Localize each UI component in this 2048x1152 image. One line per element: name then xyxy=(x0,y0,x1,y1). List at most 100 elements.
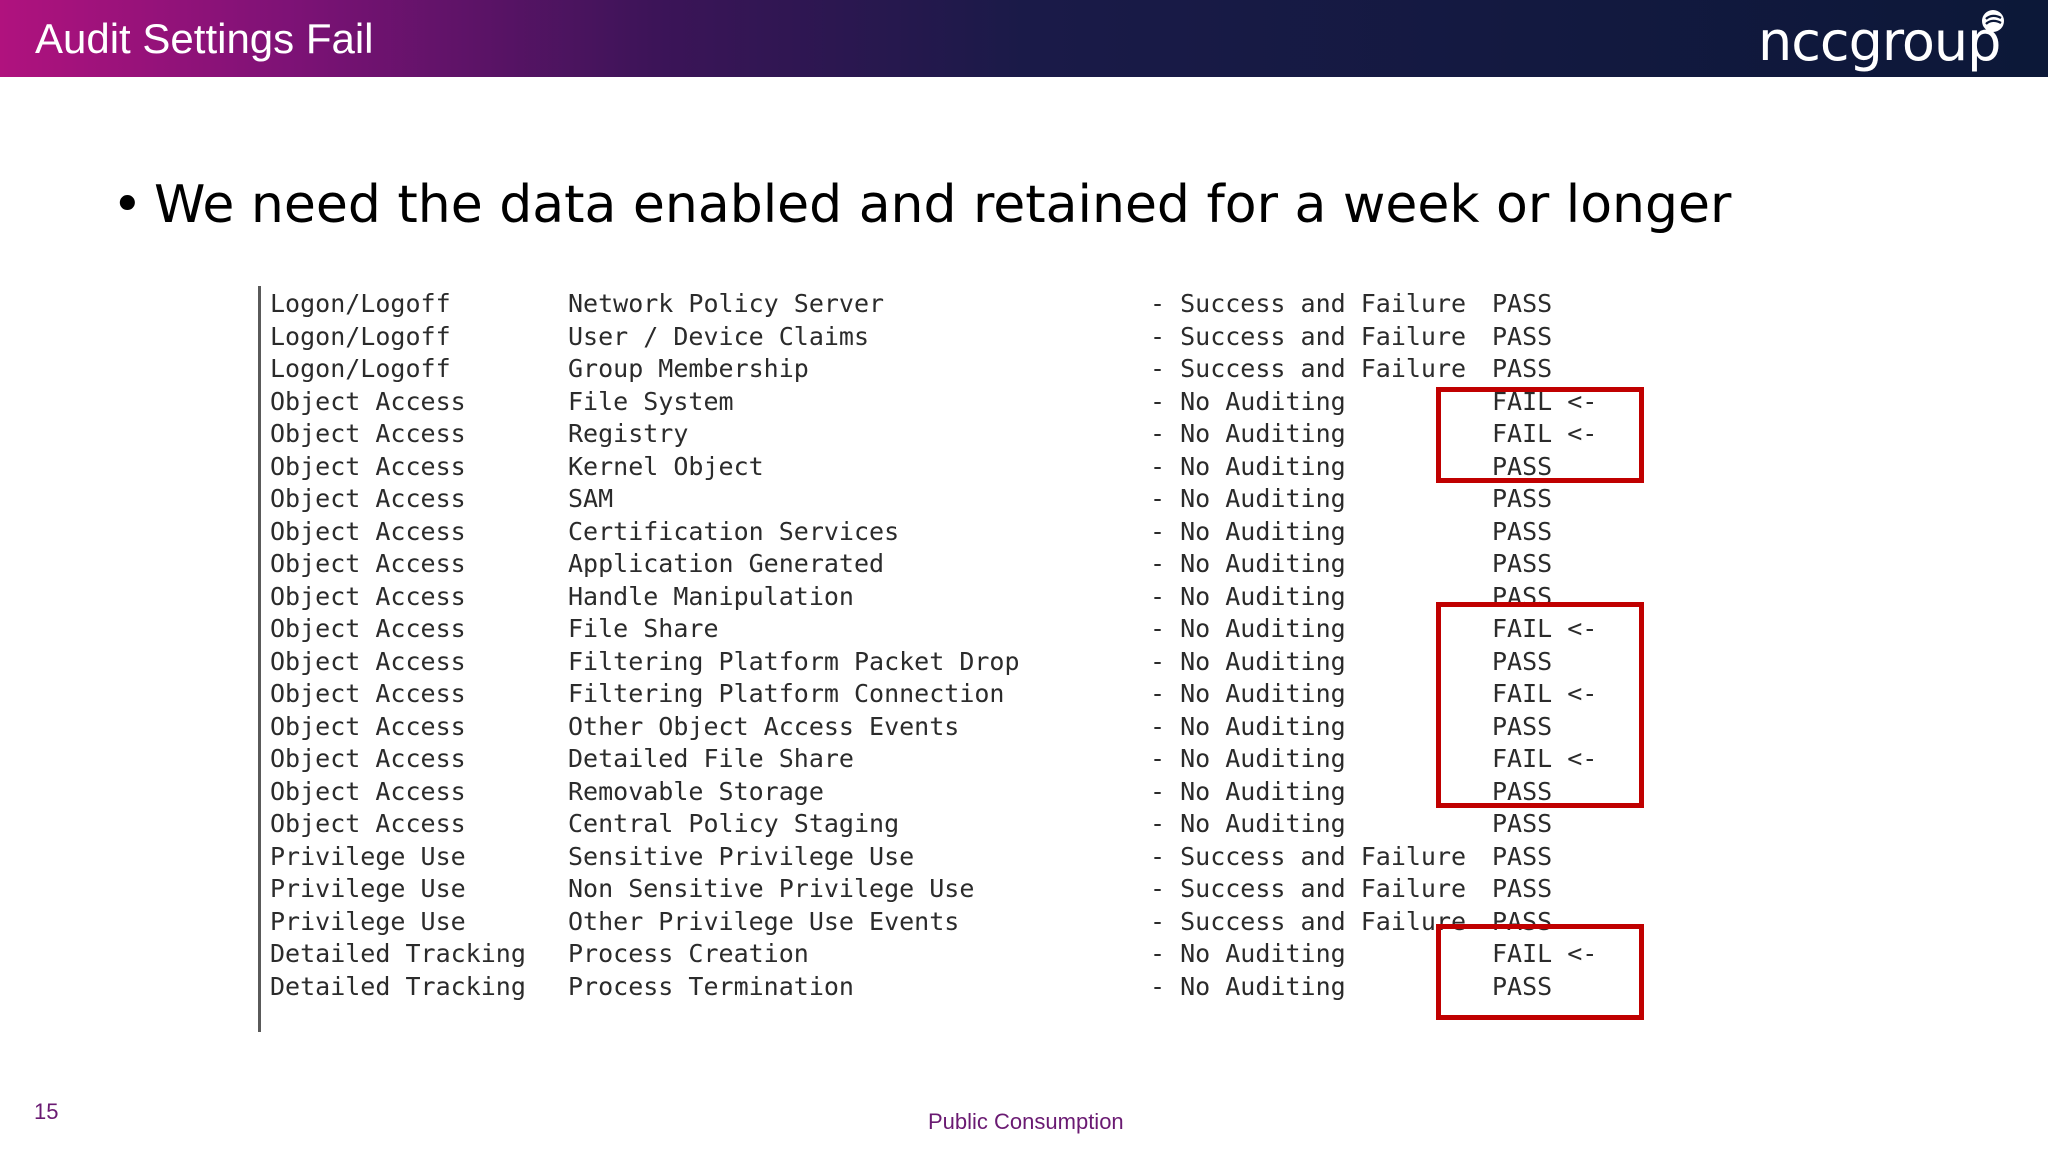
result-cell: PASS xyxy=(1492,841,1553,871)
fail-highlight-box xyxy=(1436,924,1644,1020)
subcategory-cell: Process Termination xyxy=(568,971,854,1001)
subcategory-cell: Detailed File Share xyxy=(568,744,854,773)
category-cell: Logon/Logoff xyxy=(270,289,451,318)
subcategory-cell: Registry xyxy=(568,419,689,448)
table-row: Object Access Kernel Object - No Auditing P… xyxy=(258,451,1668,484)
subcategory-cell: Handle Manipulation xyxy=(568,581,854,611)
result-cell: PASS xyxy=(1492,776,1553,806)
bullet-text: We need the data enabled and retained fo… xyxy=(154,175,1732,235)
subcategory-cell: File System xyxy=(568,386,734,416)
result-cell: PASS xyxy=(1492,289,1553,318)
setting-cell: - No Auditing xyxy=(1150,484,1346,513)
table-row: Object Access File Share - No Auditing FAIL… xyxy=(258,613,1668,646)
setting-cell: - Success and Failure xyxy=(1150,841,1467,871)
audit-results-screenshot: Logon/Logoff Network Policy Server - Succe… xyxy=(258,286,1668,1032)
result-cell: PASS xyxy=(1492,321,1553,351)
category-cell: Object Access xyxy=(270,711,466,741)
result-cell: PASS xyxy=(1492,549,1553,578)
subcategory-cell: User / Device Claims xyxy=(568,321,870,351)
category-cell: Privilege Use xyxy=(270,874,466,903)
result-cell: PASS xyxy=(1492,809,1553,838)
category-cell: Object Access xyxy=(270,809,466,838)
setting-cell: - No Auditing xyxy=(1150,971,1346,1001)
subcategory-cell: Central Policy Staging xyxy=(568,809,900,838)
console-left-border xyxy=(258,286,261,1032)
table-row: Detailed Tracking Process Termination - No… xyxy=(258,971,1668,1004)
setting-cell: - No Auditing xyxy=(1150,776,1346,806)
subcategory-cell: Filtering Platform Connection xyxy=(568,679,1005,708)
fail-highlight-box xyxy=(1436,387,1644,483)
table-row: Logon/Logoff Network Policy Server - Succe… xyxy=(258,288,1668,321)
subcategory-cell: Kernel Object xyxy=(568,451,764,481)
subcategory-cell: Other Privilege Use Events xyxy=(568,906,960,936)
setting-cell: - No Auditing xyxy=(1150,581,1346,611)
result-cell: PASS xyxy=(1492,906,1553,936)
subcategory-cell: Group Membership xyxy=(568,354,809,383)
category-cell: Object Access xyxy=(270,679,466,708)
table-row: Object Access SAM - No Auditing PASS xyxy=(258,483,1668,516)
result-cell: PASS xyxy=(1492,711,1553,741)
setting-cell: - Success and Failure xyxy=(1150,874,1467,903)
subcategory-cell: Network Policy Server xyxy=(568,289,885,318)
table-row: Object Access Detailed File Share - No Aud… xyxy=(258,743,1668,776)
result-cell: PASS xyxy=(1492,484,1553,513)
result-cell: FAIL <- xyxy=(1492,679,1598,708)
category-cell: Object Access xyxy=(270,484,466,513)
setting-cell: - No Auditing xyxy=(1150,419,1346,448)
result-cell: PASS xyxy=(1492,874,1553,903)
table-row: Object Access Handle Manipulation - No Aud… xyxy=(258,581,1668,614)
setting-cell: - No Auditing xyxy=(1150,679,1346,708)
category-cell: Logon/Logoff xyxy=(270,321,451,351)
table-row: Object Access Removable Storage - No Audit… xyxy=(258,776,1668,809)
setting-cell: - No Auditing xyxy=(1150,809,1346,838)
table-row: Logon/Logoff Group Membership - Success an… xyxy=(258,353,1668,386)
table-row: Object Access Central Policy Staging - No … xyxy=(258,808,1668,841)
category-cell: Privilege Use xyxy=(270,906,466,936)
setting-cell: - Success and Failure xyxy=(1150,321,1467,351)
table-row: Detailed Tracking Process Creation - No Au… xyxy=(258,938,1668,971)
setting-cell: - No Auditing xyxy=(1150,646,1346,676)
category-cell: Object Access xyxy=(270,614,466,643)
slide-title: Audit Settings Fail xyxy=(35,15,374,62)
setting-cell: - No Auditing xyxy=(1150,614,1346,643)
result-cell: FAIL <- xyxy=(1492,419,1598,448)
subcategory-cell: Certification Services xyxy=(568,516,900,546)
table-row: Object Access Application Generated - No A… xyxy=(258,548,1668,581)
result-cell: FAIL <- xyxy=(1492,744,1598,773)
fail-highlight-box xyxy=(1436,602,1644,808)
setting-cell: - Success and Failure xyxy=(1150,906,1467,936)
table-row: Object Access Filtering Platform Packet D… xyxy=(258,646,1668,679)
category-cell: Object Access xyxy=(270,744,466,773)
table-row: Logon/Logoff User / Device Claims - Succes… xyxy=(258,321,1668,354)
table-row: Object Access Other Object Access Events -… xyxy=(258,711,1668,744)
subcategory-cell: File Share xyxy=(568,614,719,643)
result-cell: FAIL <- xyxy=(1492,939,1598,968)
result-cell: PASS xyxy=(1492,971,1553,1001)
table-row: Object Access Registry - No Auditing FAIL <… xyxy=(258,418,1668,451)
category-cell: Object Access xyxy=(270,581,466,611)
setting-cell: - No Auditing xyxy=(1150,744,1346,773)
category-cell: Object Access xyxy=(270,516,466,546)
category-cell: Logon/Logoff xyxy=(270,354,451,383)
setting-cell: - No Auditing xyxy=(1150,549,1346,578)
subcategory-cell: Application Generated xyxy=(568,549,885,578)
subcategory-cell: Other Object Access Events xyxy=(568,711,960,741)
category-cell: Privilege Use xyxy=(270,841,466,871)
category-cell: Object Access xyxy=(270,549,466,578)
subcategory-cell: Filtering Platform Packet Drop xyxy=(568,646,1020,676)
setting-cell: - No Auditing xyxy=(1150,386,1346,416)
result-cell: FAIL <- xyxy=(1492,614,1598,643)
category-cell: Object Access xyxy=(270,646,466,676)
category-cell: Object Access xyxy=(270,776,466,806)
subcategory-cell: SAM xyxy=(568,484,614,513)
result-cell: PASS xyxy=(1492,646,1553,676)
category-cell: Object Access xyxy=(270,386,466,416)
setting-cell: - Success and Failure xyxy=(1150,289,1467,318)
category-cell: Object Access xyxy=(270,451,466,481)
subcategory-cell: Removable Storage xyxy=(568,776,824,806)
table-row: Privilege Use Other Privilege Use Events -… xyxy=(258,906,1668,939)
category-cell: Detailed Tracking xyxy=(270,939,526,968)
logo-wordmark: nccgroup xyxy=(1758,10,2001,73)
category-cell: Object Access xyxy=(270,419,466,448)
setting-cell: - No Auditing xyxy=(1150,451,1346,481)
